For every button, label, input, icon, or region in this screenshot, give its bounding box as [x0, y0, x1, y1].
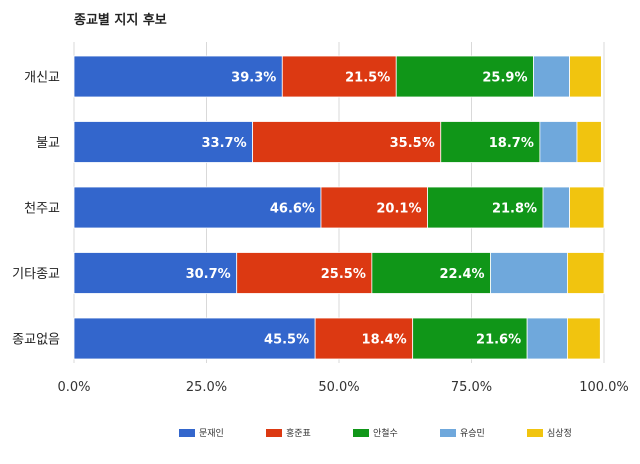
legend-label: 홍준표	[286, 427, 311, 439]
x-tick-label: 100.0%	[579, 380, 629, 395]
data-label: 33.7%	[202, 136, 247, 151]
bar-segment	[281, 55, 397, 98]
data-label: 18.7%	[489, 136, 534, 151]
data-label: 35.5%	[390, 136, 435, 151]
legend-label: 심상정	[547, 428, 572, 439]
bar-segment	[569, 186, 605, 229]
data-label: 25.9%	[482, 71, 527, 86]
category-label: 불교	[36, 136, 60, 151]
data-label: 21.8%	[492, 202, 537, 217]
bar-segment	[567, 317, 601, 360]
legend-swatch	[266, 429, 282, 437]
data-label: 20.1%	[376, 202, 421, 217]
bar-segment	[314, 317, 414, 360]
x-tick-label: 25.0%	[186, 380, 227, 395]
data-labels: 39.3% 21.5% 25.9% 33.7% 35.5% 18.7% 46.6% 20.1%…	[186, 71, 537, 348]
x-tick-label: 75.0%	[451, 380, 492, 395]
bar-segment	[576, 121, 602, 163]
x-tick-label: 0.0%	[57, 380, 90, 395]
data-label: 25.5%	[321, 267, 366, 282]
bar-segment	[73, 186, 322, 229]
data-label: 39.3%	[231, 71, 276, 86]
bar-segment	[412, 317, 528, 360]
bar-segment	[252, 121, 442, 163]
bar-segment	[395, 55, 534, 98]
bar-segment	[73, 252, 238, 294]
bar-segment	[73, 121, 254, 163]
bar-segment	[569, 55, 602, 98]
legend-label: 안철수	[373, 428, 398, 439]
chart-title: 종교별 지지 후보	[74, 12, 167, 28]
bar-segment	[427, 186, 544, 229]
legend-swatch	[179, 429, 195, 437]
data-label: 30.7%	[186, 267, 231, 282]
data-label: 46.6%	[270, 202, 315, 217]
legend-label: 유승민	[460, 428, 485, 439]
legend-swatch	[527, 429, 543, 437]
bar-segment	[542, 186, 570, 229]
data-label: 45.5%	[264, 333, 309, 348]
category-label: 천주교	[24, 202, 60, 217]
legend-label: 문재인	[199, 428, 224, 439]
bar-segment	[533, 55, 570, 98]
bar-segment	[567, 252, 605, 294]
legend: 문재인 홍준표 안철수 유승민 심상정	[179, 427, 572, 439]
bar-segment	[490, 252, 568, 294]
x-tick-label: 50.0%	[318, 380, 359, 395]
bar-segment	[236, 252, 373, 294]
data-label: 22.4%	[439, 267, 484, 282]
data-label: 21.6%	[476, 333, 521, 348]
legend-swatch	[353, 429, 369, 437]
category-label: 종교없음	[12, 333, 60, 348]
bars	[73, 55, 605, 360]
bar-segment	[371, 252, 491, 294]
bar-segment	[73, 317, 316, 360]
legend-swatch	[440, 429, 456, 437]
bar-segment	[539, 121, 578, 163]
data-label: 21.5%	[345, 71, 390, 86]
data-label: 18.4%	[362, 333, 407, 348]
category-label: 기타종교	[12, 267, 60, 282]
bar-segment	[526, 317, 568, 360]
category-label: 개신교	[24, 71, 60, 86]
x-axis-ticks: 0.0% 25.0% 50.0% 75.0% 100.0%	[57, 380, 628, 395]
bar-segment	[73, 55, 283, 98]
